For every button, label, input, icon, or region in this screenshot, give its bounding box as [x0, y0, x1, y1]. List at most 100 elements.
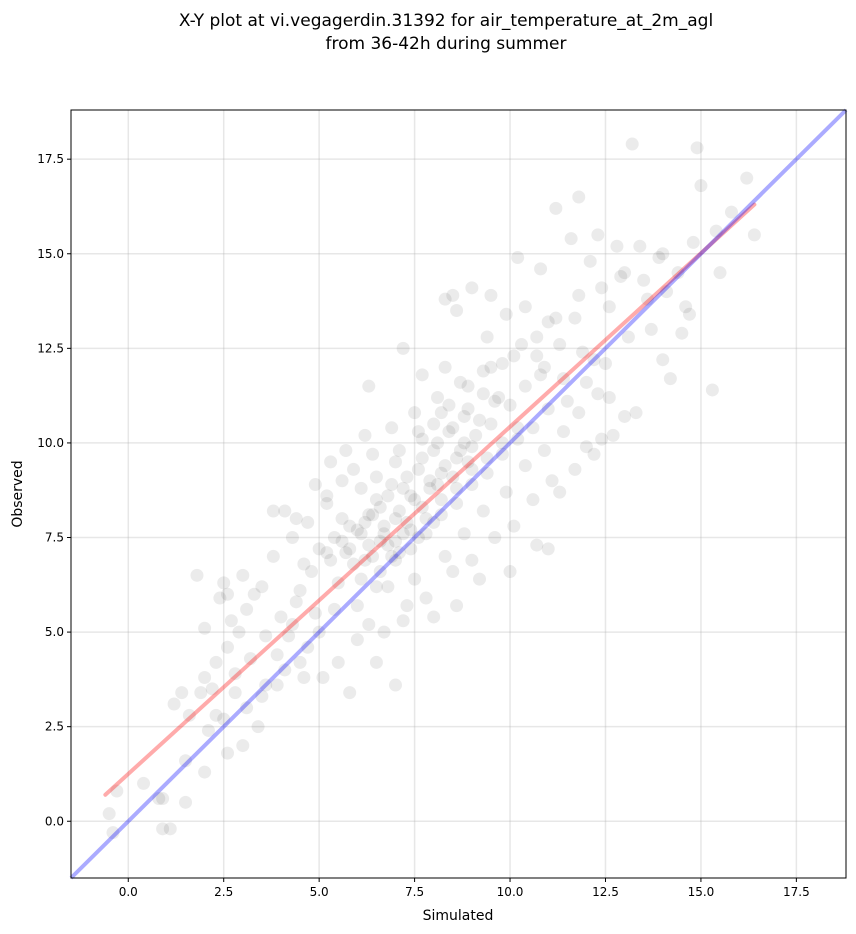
data-point [450, 304, 464, 318]
data-point [549, 201, 563, 215]
data-point [194, 686, 208, 700]
data-point [366, 508, 380, 522]
data-point [431, 436, 445, 450]
data-point [156, 822, 170, 836]
data-point [560, 394, 574, 408]
data-point [400, 470, 414, 484]
data-point [270, 648, 284, 662]
data-point [362, 538, 376, 552]
data-point [347, 462, 361, 476]
data-point [209, 708, 223, 722]
data-point [293, 655, 307, 669]
data-point [633, 239, 647, 253]
data-point [568, 311, 582, 325]
data-point [392, 443, 406, 457]
data-point [431, 391, 445, 405]
data-point [366, 447, 380, 461]
data-point [606, 428, 620, 442]
data-point [686, 235, 700, 249]
data-point [629, 406, 643, 420]
data-point [419, 591, 433, 605]
data-point [568, 462, 582, 476]
data-point [572, 288, 586, 302]
data-point [518, 459, 532, 473]
data-point [511, 421, 525, 435]
data-point [595, 281, 609, 295]
data-point [385, 549, 399, 563]
data-point [350, 599, 364, 613]
data-point [427, 417, 441, 431]
data-point [209, 655, 223, 669]
reference-lines [69, 108, 848, 880]
data-point [358, 553, 372, 567]
data-point [652, 251, 666, 265]
data-point [389, 553, 403, 567]
data-point [389, 512, 403, 526]
y-tick-label: 5.0 [45, 625, 64, 639]
data-point [213, 591, 227, 605]
data-point [488, 531, 502, 545]
data-point [285, 531, 299, 545]
data-point [614, 269, 628, 283]
data-point [392, 546, 406, 560]
data-point [602, 300, 616, 314]
data-point [457, 527, 471, 541]
data-point [240, 602, 254, 616]
data-point [553, 338, 567, 352]
data-point [446, 565, 460, 579]
data-point [400, 599, 414, 613]
data-point [217, 576, 231, 590]
data-point [534, 262, 548, 276]
data-point [705, 383, 719, 397]
y-tick-label: 10.0 [37, 436, 64, 450]
data-point [526, 493, 540, 507]
data-point [534, 368, 548, 382]
data-point [713, 266, 727, 280]
data-point [495, 356, 509, 370]
data-point [553, 485, 567, 499]
data-point [618, 409, 632, 423]
data-point [507, 349, 521, 363]
data-point [660, 285, 674, 299]
data-point [228, 686, 242, 700]
data-point [530, 538, 544, 552]
data-point [709, 224, 723, 238]
data-point [591, 387, 605, 401]
data-point [320, 496, 334, 510]
x-axis-label: Simulated [423, 908, 494, 924]
data-point [179, 795, 193, 809]
y-tick-label: 7.5 [45, 531, 64, 545]
data-point [511, 251, 525, 265]
data-point [690, 141, 704, 155]
data-point [480, 466, 494, 480]
data-point [316, 670, 330, 684]
data-point [381, 489, 395, 503]
data-point [595, 432, 609, 446]
data-point [587, 353, 601, 367]
data-point [419, 527, 433, 541]
data-point [541, 402, 555, 416]
data-point [472, 413, 486, 427]
data-point [465, 553, 479, 567]
data-point [354, 572, 368, 586]
data-point [312, 625, 326, 639]
data-point [385, 478, 399, 492]
data-point [251, 720, 265, 734]
data-point [663, 372, 677, 386]
grid [71, 110, 846, 878]
data-point [408, 572, 422, 586]
data-point [591, 228, 605, 242]
data-point [182, 708, 196, 722]
data-point [434, 493, 448, 507]
data-point [438, 459, 452, 473]
data-point [167, 697, 181, 711]
data-point [438, 549, 452, 563]
y-tick-label: 2.5 [45, 720, 64, 734]
data-point [369, 470, 383, 484]
data-point [293, 583, 307, 597]
data-point [514, 338, 528, 352]
data-point [377, 625, 391, 639]
data-point [106, 826, 120, 840]
data-point [198, 765, 212, 779]
